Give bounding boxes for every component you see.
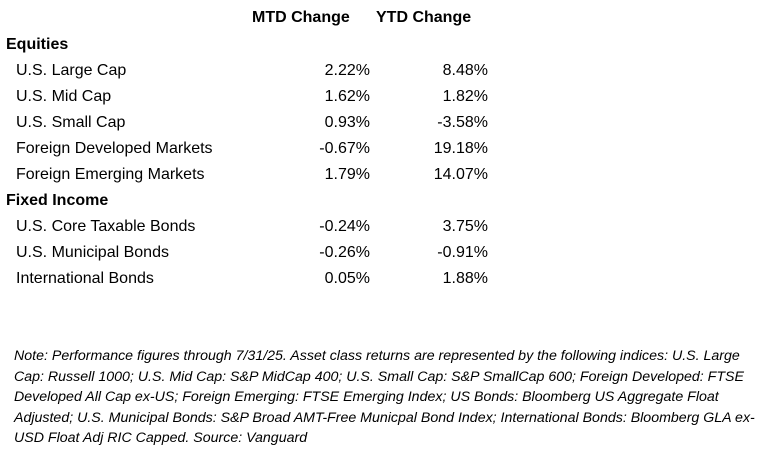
ytd-value: -3.58%: [437, 114, 488, 131]
column-header-mtd: MTD Change: [252, 9, 350, 26]
ytd-value: 14.07%: [433, 166, 488, 183]
mtd-value: -0.67%: [319, 140, 370, 157]
row-label: U.S. Core Taxable Bonds: [16, 218, 196, 235]
mtd-value: 1.62%: [324, 88, 370, 105]
row-label: U.S. Municipal Bonds: [16, 244, 169, 261]
row-label: U.S. Small Cap: [16, 114, 126, 131]
row-label: U.S. Mid Cap: [16, 88, 112, 105]
mtd-value: -0.24%: [319, 218, 370, 235]
table-row: Foreign Developed Markets -0.67% 19.18%: [0, 139, 768, 165]
table-row: U.S. Core Taxable Bonds -0.24% 3.75%: [0, 217, 768, 243]
ytd-value: 8.48%: [442, 62, 488, 79]
mtd-value: 0.05%: [324, 270, 370, 287]
row-label: U.S. Large Cap: [16, 62, 127, 79]
ytd-value: -0.91%: [437, 244, 488, 261]
section-heading-equities: Equities: [6, 36, 69, 53]
ytd-value: 19.18%: [433, 140, 488, 157]
footnote: Note: Performance figures through 7/31/2…: [14, 348, 755, 446]
mtd-value: -0.26%: [319, 244, 370, 261]
row-label: Foreign Developed Markets: [16, 140, 213, 157]
mtd-value: 2.22%: [324, 62, 370, 79]
section-heading-fixed-income: Fixed Income: [6, 192, 109, 209]
table-row: U.S. Municipal Bonds -0.26% -0.91%: [0, 243, 768, 269]
table-row: Foreign Emerging Markets 1.79% 14.07%: [0, 165, 768, 191]
ytd-value: 3.75%: [442, 218, 488, 235]
ytd-value: 1.82%: [442, 88, 488, 105]
table-row: U.S. Large Cap 2.22% 8.48%: [0, 61, 768, 87]
table-row: U.S. Mid Cap 1.62% 1.82%: [0, 87, 768, 113]
table-row: International Bonds 0.05% 1.88%: [0, 269, 768, 295]
mtd-value: 0.93%: [324, 114, 370, 131]
column-header-ytd: YTD Change: [376, 9, 472, 26]
ytd-value: 1.88%: [442, 270, 488, 287]
mtd-value: 1.79%: [324, 166, 370, 183]
table-row: U.S. Small Cap 0.93% -3.58%: [0, 113, 768, 139]
row-label: Foreign Emerging Markets: [16, 166, 205, 183]
row-label: International Bonds: [16, 270, 154, 287]
